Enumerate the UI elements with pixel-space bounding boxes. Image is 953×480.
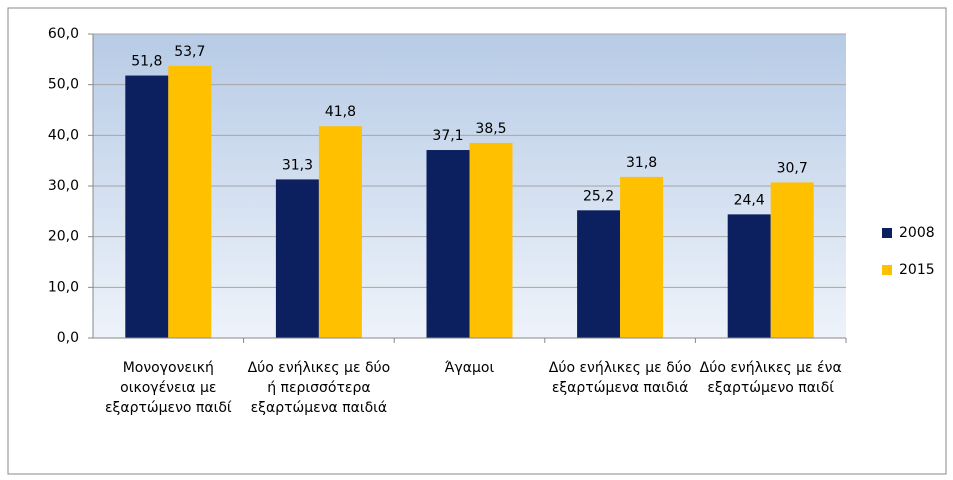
x-tick-label: Μονογονεική οικογένεια με εξαρτώμενο παι… <box>104 360 232 416</box>
y-tick-label: 30,0 <box>48 178 79 194</box>
legend-label: 2008 <box>899 225 935 241</box>
legend-swatch <box>882 228 892 238</box>
x-tick-label: Δύο ενήλικες με δύο ή περισσότερα εξαρτώ… <box>247 360 391 416</box>
bar <box>620 176 664 338</box>
value-label: 25,2 <box>583 188 614 204</box>
bar <box>469 142 513 338</box>
y-tick-label: 50,0 <box>48 77 79 93</box>
legend-label: 2015 <box>899 262 935 278</box>
bar <box>275 179 319 338</box>
value-label: 31,3 <box>282 157 313 173</box>
value-label: 37,1 <box>432 128 463 144</box>
value-label: 51,8 <box>131 54 162 70</box>
value-label: 53,7 <box>174 44 205 60</box>
bar <box>318 126 362 338</box>
bar <box>168 65 212 339</box>
bar <box>125 75 169 339</box>
bar <box>770 182 814 338</box>
y-tick-label: 20,0 <box>48 229 79 245</box>
x-tick-label: Δύο ενήλικες με δύο εξαρτώμενα παιδιά <box>548 360 692 396</box>
bar <box>727 214 771 338</box>
legend-swatch <box>882 265 892 275</box>
y-tick-label: 60,0 <box>48 26 79 42</box>
value-label: 30,7 <box>777 160 808 176</box>
x-tick-label: Δύο ενήλικες με ένα εξαρτώμενο παιδί <box>699 360 842 396</box>
bar <box>577 210 621 338</box>
y-tick-label: 0,0 <box>57 330 79 346</box>
x-tick-label: Άγαμοι <box>444 360 495 376</box>
value-label: 38,5 <box>475 121 506 137</box>
y-tick-label: 10,0 <box>48 279 79 295</box>
bar <box>426 150 470 338</box>
value-label: 31,8 <box>626 155 657 171</box>
value-label: 24,4 <box>734 192 765 208</box>
value-label: 41,8 <box>325 104 356 120</box>
y-tick-label: 40,0 <box>48 127 79 143</box>
